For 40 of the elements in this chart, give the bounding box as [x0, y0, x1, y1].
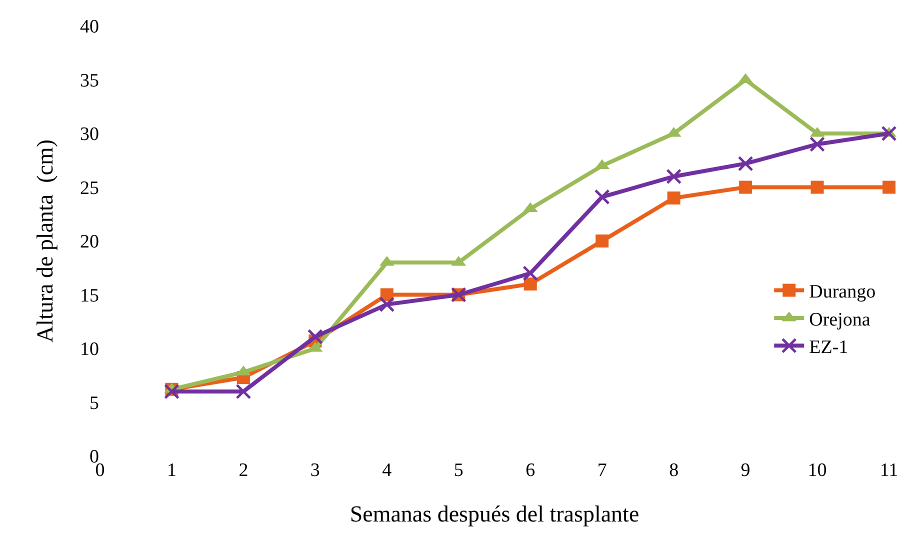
x-tick-label: 8 — [669, 460, 679, 481]
y-tick-label: 40 — [80, 16, 99, 38]
x-tick-label: 6 — [526, 460, 536, 481]
y-tick-label: 5 — [90, 392, 99, 414]
y-tick-label: 15 — [80, 285, 99, 306]
point — [667, 192, 680, 204]
point — [594, 189, 610, 205]
legend-label: EZ-1 — [809, 337, 848, 358]
x-tick-label: 11 — [880, 460, 898, 481]
point — [881, 126, 897, 142]
point — [164, 384, 180, 400]
point — [524, 278, 537, 290]
point — [307, 328, 323, 344]
point — [810, 180, 824, 194]
y-tick-label: 20 — [80, 232, 99, 253]
x-tick-label: 1 — [166, 460, 176, 481]
x-tick-label: 7 — [597, 460, 607, 481]
y-tick-label: 35 — [80, 70, 99, 92]
x-tick-label: 3 — [310, 460, 320, 481]
y-tick-label: 25 — [80, 178, 99, 199]
point — [236, 384, 252, 400]
x-tick-label: 4 — [382, 460, 392, 481]
point — [810, 136, 826, 152]
y-tick-label: 10 — [80, 339, 99, 360]
x-tick-label: 9 — [740, 460, 750, 481]
point — [596, 234, 609, 248]
point — [882, 180, 896, 194]
legend-label: Orejona — [809, 309, 871, 330]
y-tick-label: 30 — [80, 124, 99, 146]
y-axis-title: Altura de planta (cm) — [32, 139, 58, 343]
point — [522, 266, 538, 281]
point — [379, 296, 395, 312]
point — [666, 168, 682, 184]
x-tick-label: 2 — [238, 460, 248, 481]
point — [739, 180, 752, 194]
point — [738, 156, 754, 172]
x-axis-title: Semanas después del trasplante — [350, 502, 640, 527]
x-tick-label: 10 — [808, 460, 827, 481]
legend-label: Durango — [809, 282, 876, 303]
x-tick-label: 5 — [454, 460, 464, 481]
